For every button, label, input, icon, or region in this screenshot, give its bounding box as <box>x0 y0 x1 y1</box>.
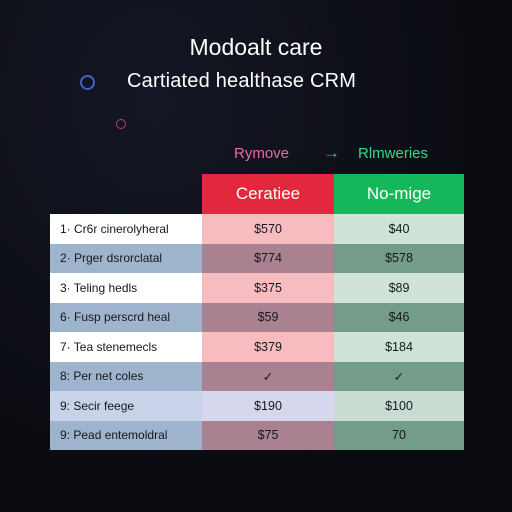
column-header-left: Ceratiee <box>202 174 334 214</box>
row-value-left: $59 <box>202 302 334 332</box>
row-value-right: $89 <box>334 273 464 303</box>
table-row: 9: Pead entemoldral $75 70 <box>50 420 464 450</box>
row-name: 2· Prger dsrorclatal <box>50 243 202 273</box>
row-name: 7· Tea stenemecls <box>50 332 202 362</box>
compare-right-label: Rlmweries <box>358 145 429 162</box>
row-value-left: $375 <box>202 273 334 303</box>
row-name: 3· Teling hedls <box>50 273 202 303</box>
table-row: 9: Secir feege $190 $100 <box>50 391 464 421</box>
table-row: 1· Cr6r cinerolyheral $570 $40 <box>50 214 464 244</box>
table-row: 2· Prger dsrorclatal $774 $578 <box>50 243 464 273</box>
row-value-left: $75 <box>202 420 334 450</box>
red-ring-icon <box>116 119 126 129</box>
row-value-right: 70 <box>334 420 464 450</box>
row-value-left: $379 <box>202 332 334 362</box>
arrow-right-icon: → <box>323 143 340 162</box>
row-value-right: $40 <box>334 214 464 244</box>
comparison-table: Ceratiee No-mige 1· Cr6r cinerolyheral $… <box>50 174 464 450</box>
row-name: 1· Cr6r cinerolyheral <box>50 214 202 244</box>
row-name: 6· Fusp perscrd heal <box>50 302 202 332</box>
row-value-right: $100 <box>334 391 464 421</box>
row-value-left: $774 <box>202 243 334 273</box>
row-value-right: $46 <box>334 302 464 332</box>
table-row: 8: Per net coles ✓ ✓ <box>50 361 464 391</box>
compare-left-label: Rymove <box>234 145 290 162</box>
page-title: Modoalt care <box>189 34 323 60</box>
column-header-right: No-mige <box>334 174 464 214</box>
checkmark-icon: ✓ <box>202 361 334 391</box>
page-subtitle: Cartiated healthase CRM <box>127 70 357 92</box>
row-value-left: $190 <box>202 391 334 421</box>
table-row: 7· Tea stenemecls $379 $184 <box>50 332 464 362</box>
blue-ring-icon <box>80 75 95 90</box>
table-header: Ceratiee No-mige <box>202 174 464 214</box>
table-row: 3· Teling hedls $375 $89 <box>50 273 464 303</box>
row-name: 8: Per net coles <box>50 361 202 391</box>
row-value-right: $578 <box>334 243 464 273</box>
row-value-right: $184 <box>334 332 464 362</box>
row-name: 9: Pead entemoldral <box>50 420 202 450</box>
compare-row: Rymove → Rlmweries <box>0 143 512 165</box>
row-value-left: $570 <box>202 214 334 244</box>
checkmark-icon: ✓ <box>334 361 464 391</box>
row-name: 9: Secir feege <box>50 391 202 421</box>
table-row: 6· Fusp perscrd heal $59 $46 <box>50 302 464 332</box>
